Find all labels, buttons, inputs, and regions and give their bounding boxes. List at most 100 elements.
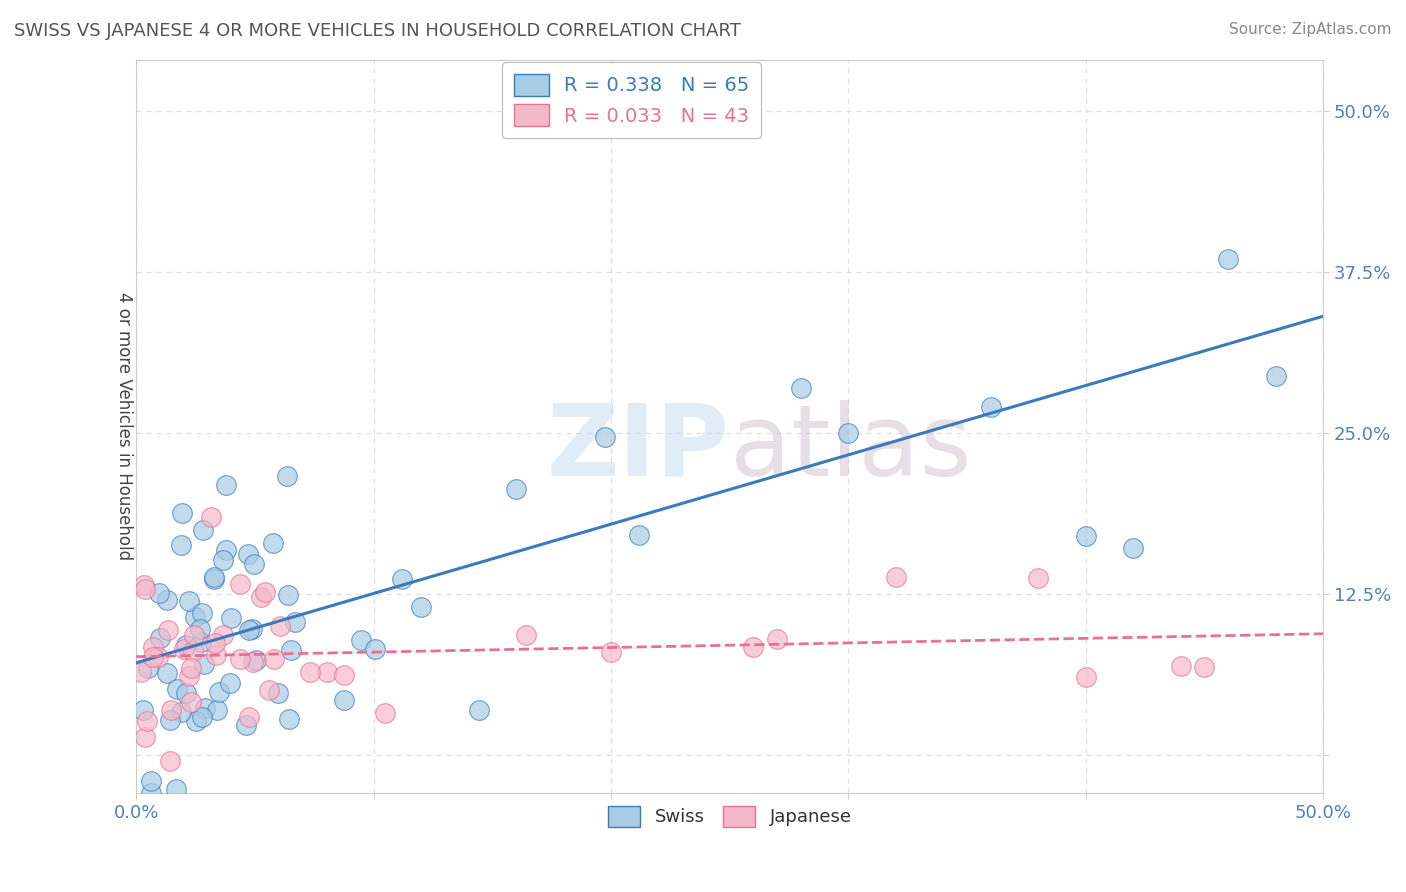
Point — [179, 669, 201, 683]
Point — [242, 655, 264, 669]
Point — [277, 588, 299, 602]
Point — [180, 660, 202, 674]
Point — [238, 623, 260, 637]
Point — [243, 557, 266, 571]
Point — [215, 477, 238, 491]
Point — [350, 632, 373, 647]
Point — [218, 675, 240, 690]
Point — [245, 653, 267, 667]
Point — [159, 713, 181, 727]
Point — [208, 685, 231, 699]
Point — [707, 104, 730, 119]
Point — [148, 586, 170, 600]
Point — [628, 528, 651, 542]
Point — [132, 703, 155, 717]
Point — [166, 682, 188, 697]
Point — [180, 695, 202, 709]
Point — [191, 606, 214, 620]
Point — [238, 547, 260, 561]
Point — [159, 754, 181, 768]
Point — [129, 665, 152, 679]
Point — [284, 615, 307, 630]
Point — [156, 665, 179, 680]
Point — [1170, 659, 1192, 673]
Point — [134, 730, 156, 744]
Point — [136, 714, 159, 728]
Point — [269, 619, 291, 633]
Point — [190, 635, 212, 649]
Point — [515, 628, 537, 642]
Point — [212, 553, 235, 567]
Point — [136, 660, 159, 674]
Point — [364, 642, 387, 657]
Point — [600, 645, 623, 659]
Point — [837, 425, 859, 440]
Text: ZIP: ZIP — [547, 400, 730, 497]
Point — [253, 584, 276, 599]
Point — [505, 483, 527, 497]
Point — [186, 714, 208, 728]
Point — [212, 627, 235, 641]
Point — [391, 572, 413, 586]
Point — [257, 682, 280, 697]
Point — [205, 648, 228, 662]
Point — [250, 591, 273, 605]
Point — [205, 703, 228, 717]
Point — [315, 665, 337, 680]
Point — [276, 468, 298, 483]
Point — [1122, 541, 1144, 555]
Point — [1026, 571, 1049, 585]
Point — [266, 686, 288, 700]
Point — [238, 710, 260, 724]
Point — [742, 640, 765, 655]
Point — [184, 610, 207, 624]
Point — [980, 400, 1002, 414]
Point — [240, 622, 263, 636]
Point — [298, 665, 321, 679]
Point — [1074, 671, 1097, 685]
Point — [191, 523, 214, 537]
Point — [790, 381, 813, 395]
Point — [169, 538, 191, 552]
Point — [194, 701, 217, 715]
Point — [142, 650, 165, 665]
Point — [229, 652, 252, 666]
Point — [160, 703, 183, 717]
Point — [593, 429, 616, 443]
Point — [142, 640, 165, 655]
Legend: Swiss, Japanese: Swiss, Japanese — [599, 797, 860, 836]
Point — [333, 693, 356, 707]
Point — [1074, 529, 1097, 543]
Y-axis label: 4 or more Vehicles in Household: 4 or more Vehicles in Household — [115, 293, 134, 560]
Point — [139, 786, 162, 800]
Point — [173, 642, 195, 657]
Point — [1218, 252, 1240, 267]
Point — [215, 542, 238, 557]
Point — [191, 710, 214, 724]
Point — [170, 705, 193, 719]
Point — [884, 570, 907, 584]
Point — [1194, 660, 1216, 674]
Point — [193, 657, 215, 671]
Text: Source: ZipAtlas.com: Source: ZipAtlas.com — [1229, 22, 1392, 37]
Point — [263, 651, 285, 665]
Point — [146, 649, 169, 664]
Text: SWISS VS JAPANESE 4 OR MORE VEHICLES IN HOUSEHOLD CORRELATION CHART: SWISS VS JAPANESE 4 OR MORE VEHICLES IN … — [14, 22, 741, 40]
Point — [204, 570, 226, 584]
Point — [141, 774, 163, 789]
Point — [179, 594, 201, 608]
Point — [229, 577, 252, 591]
Point — [278, 712, 301, 726]
Point — [200, 509, 222, 524]
Point — [262, 536, 284, 550]
Point — [409, 599, 432, 614]
Point — [766, 632, 789, 646]
Point — [467, 703, 489, 717]
Point — [134, 582, 156, 596]
Point — [219, 611, 242, 625]
Point — [183, 628, 205, 642]
Point — [156, 592, 179, 607]
Point — [149, 631, 172, 645]
Point — [172, 507, 194, 521]
Point — [202, 572, 225, 586]
